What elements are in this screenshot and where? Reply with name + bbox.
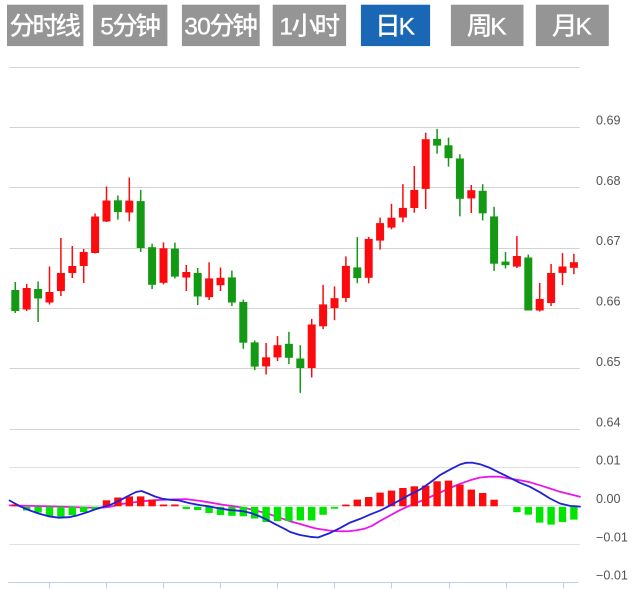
svg-text:−0.01: −0.01 bbox=[596, 569, 628, 583]
svg-text:0.68: 0.68 bbox=[596, 174, 621, 188]
svg-text:K: K bbox=[576, 13, 593, 40]
svg-text:0: 0 bbox=[197, 13, 211, 40]
svg-text:5: 5 bbox=[100, 13, 114, 40]
svg-text:K: K bbox=[399, 13, 416, 40]
svg-text:0.67: 0.67 bbox=[596, 234, 621, 248]
svg-text:−0.01: −0.01 bbox=[596, 530, 628, 544]
svg-text:0.01: 0.01 bbox=[596, 454, 621, 468]
svg-text:1: 1 bbox=[279, 13, 293, 40]
svg-text:3: 3 bbox=[184, 13, 198, 40]
svg-text:0.00: 0.00 bbox=[596, 492, 621, 506]
svg-text:0.69: 0.69 bbox=[596, 114, 621, 128]
svg-text:0.64: 0.64 bbox=[596, 415, 621, 429]
svg-text:K: K bbox=[490, 13, 507, 40]
svg-text:0.66: 0.66 bbox=[596, 295, 621, 309]
svg-text:0.65: 0.65 bbox=[596, 355, 621, 369]
